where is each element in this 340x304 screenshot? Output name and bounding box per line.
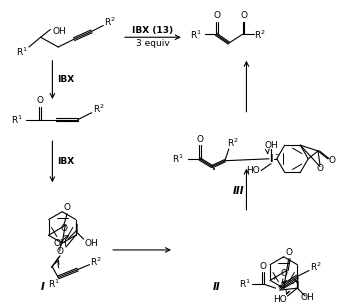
Text: O: O [197, 135, 204, 144]
Text: I: I [295, 281, 299, 291]
Text: R$^1$: R$^1$ [16, 46, 28, 58]
Text: IBX (13): IBX (13) [132, 26, 173, 35]
Text: I: I [74, 224, 78, 234]
Text: IBX: IBX [57, 75, 74, 85]
Text: OH: OH [85, 239, 98, 247]
Text: R$^2$: R$^2$ [227, 137, 239, 149]
Text: III: III [233, 186, 244, 196]
Text: O: O [328, 156, 335, 165]
Text: IBX: IBX [57, 157, 74, 166]
Text: OH: OH [300, 293, 314, 302]
Text: R$^2$: R$^2$ [90, 255, 102, 268]
Text: R$^1$: R$^1$ [190, 28, 201, 40]
Text: O: O [317, 164, 323, 173]
Text: R$^2$: R$^2$ [310, 261, 322, 273]
Text: $^-$: $^-$ [273, 150, 280, 159]
Text: O: O [214, 11, 221, 20]
Text: O: O [64, 203, 71, 212]
Text: O: O [259, 262, 267, 271]
Text: HO: HO [246, 166, 260, 175]
Text: $^+$: $^+$ [270, 276, 277, 285]
Text: R$^2$: R$^2$ [254, 28, 266, 40]
Text: HO: HO [273, 295, 287, 304]
Text: O: O [240, 11, 247, 20]
Text: OH: OH [53, 239, 67, 247]
Text: R$^2$: R$^2$ [104, 16, 116, 28]
Text: O: O [285, 248, 292, 257]
Text: OH: OH [52, 27, 66, 36]
Text: R$^2$: R$^2$ [92, 102, 104, 115]
Text: O: O [60, 224, 67, 233]
Text: II: II [213, 282, 221, 292]
Text: $^-$: $^-$ [288, 280, 295, 289]
Text: O: O [56, 247, 64, 256]
Text: R$^1$: R$^1$ [239, 278, 251, 290]
Text: •: • [212, 167, 216, 173]
Text: I: I [41, 282, 45, 292]
Text: I: I [269, 154, 273, 164]
Text: O: O [281, 269, 288, 278]
Text: OH: OH [264, 140, 278, 150]
Text: 3 equiv: 3 equiv [136, 39, 170, 48]
Text: O: O [36, 96, 43, 105]
Text: R$^1$: R$^1$ [48, 278, 60, 290]
Text: R$^1$: R$^1$ [11, 113, 23, 126]
Text: R$^1$: R$^1$ [172, 153, 184, 165]
